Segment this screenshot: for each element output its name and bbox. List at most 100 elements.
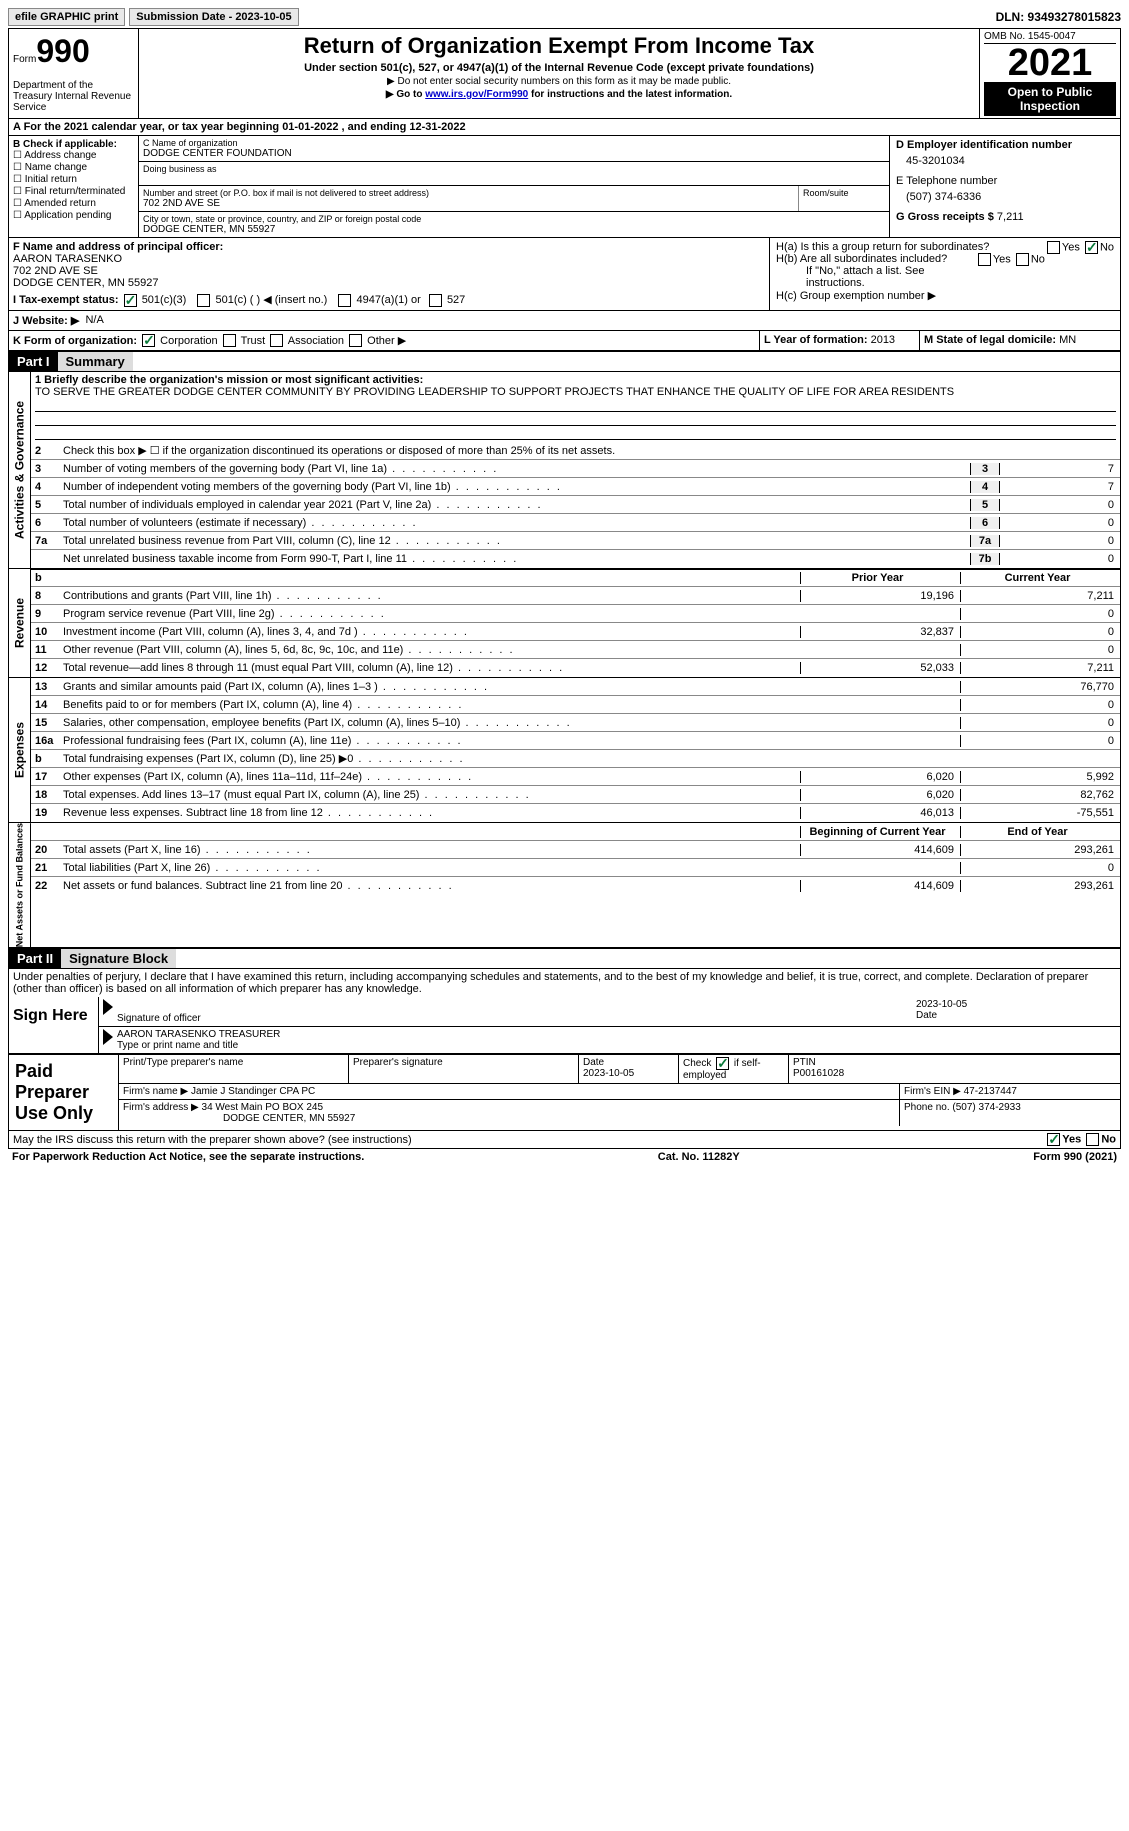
part1-label: Part I	[9, 352, 58, 371]
expenses-content: 13 Grants and similar amounts paid (Part…	[31, 678, 1120, 822]
ldesc: Number of voting members of the governin…	[59, 462, 970, 476]
year-formation: 2013	[871, 334, 895, 346]
form-number: 990	[36, 33, 89, 69]
firm-addr-label: Firm's address ▶	[123, 1102, 199, 1113]
prior-val: 6,020	[800, 789, 960, 801]
lbox: 5	[970, 499, 1000, 511]
hb-no[interactable]	[1016, 253, 1029, 266]
chk-501c3[interactable]	[124, 294, 137, 307]
c-street-block: Number and street (or P.O. box if mail i…	[139, 186, 889, 212]
part1-title: Summary	[58, 352, 133, 371]
current-val: 0	[960, 608, 1120, 620]
discuss-text: May the IRS discuss this return with the…	[13, 1134, 412, 1146]
cat-no: Cat. No. 11282Y	[658, 1151, 740, 1163]
col-k: K Form of organization: Corporation Trus…	[9, 331, 760, 351]
col-b-applicable: B Check if applicable: ☐ Address change …	[9, 136, 139, 237]
vert-netassets: Net Assets or Fund Balances	[9, 823, 31, 947]
chk-pending[interactable]: ☐ Application pending	[13, 210, 134, 221]
section-bcd: B Check if applicable: ☐ Address change …	[8, 136, 1121, 238]
uline1	[35, 398, 1116, 412]
arrow-icon	[103, 999, 113, 1015]
ha-row: H(a) Is this a group return for subordin…	[776, 241, 1114, 253]
discuss-row: May the IRS discuss this return with the…	[8, 1131, 1121, 1149]
officer-name: AARON TARASENKO	[13, 253, 765, 265]
row-j: J Website: ▶ N/A	[8, 311, 1121, 331]
ldesc: Total assets (Part X, line 16)	[59, 843, 800, 857]
line-19: 19 Revenue less expenses. Subtract line …	[31, 804, 1120, 822]
chk-4947[interactable]	[338, 294, 351, 307]
chk-final-return[interactable]: ☐ Final return/terminated	[13, 186, 134, 197]
lnum: 6	[31, 517, 59, 529]
form-footer: Form 990 (2021)	[1033, 1151, 1117, 1163]
c-dba-block: Doing business as	[139, 162, 889, 186]
ldesc: Total number of volunteers (estimate if …	[59, 516, 970, 530]
efile-graphic-button[interactable]: efile GRAPHIC print	[8, 8, 125, 26]
lnum: 21	[31, 862, 59, 874]
c-name-block: C Name of organization DODGE CENTER FOUN…	[139, 136, 889, 162]
prep-date: 2023-10-05	[583, 1068, 634, 1079]
firm-phone-label: Phone no.	[904, 1102, 950, 1113]
ldesc: Total revenue—add lines 8 through 11 (mu…	[59, 661, 800, 675]
discuss-no[interactable]	[1086, 1133, 1099, 1146]
revenue-content: b Prior Year Current Year 8 Contribution…	[31, 569, 1120, 677]
c-room: Room/suite	[799, 186, 889, 211]
officer-addr1: 702 2ND AVE SE	[13, 265, 765, 277]
submission-date: Submission Date - 2023-10-05	[129, 8, 298, 26]
discuss-yes[interactable]	[1047, 1133, 1060, 1146]
m-label: M State of legal domicile:	[924, 334, 1056, 346]
chk-initial-return[interactable]: ☐ Initial return	[13, 174, 134, 185]
sig-officer-row: Signature of officer 2023-10-05Date	[99, 997, 1120, 1027]
line-20: 20 Total assets (Part X, line 16) 414,60…	[31, 841, 1120, 859]
lbox: 3	[970, 463, 1000, 475]
header: Form990 Department of the Treasury Inter…	[8, 28, 1121, 119]
ein-value: 45-3201034	[906, 155, 1114, 167]
vert-revenue: Revenue	[9, 569, 31, 677]
street-value: 702 2ND AVE SE	[143, 198, 794, 209]
hb-note: If "No," attach a list. See instructions…	[776, 265, 1114, 289]
gov-line-4: 4 Number of independent voting members o…	[31, 478, 1120, 496]
rev-header-row: b Prior Year Current Year	[31, 569, 1120, 587]
gov-line-3: 3 Number of voting members of the govern…	[31, 460, 1120, 478]
line-21: 21 Total liabilities (Part X, line 26) 0	[31, 859, 1120, 877]
sig-date: 2023-10-05	[916, 999, 1116, 1010]
current-val: 7,211	[960, 590, 1120, 602]
chk-name-change[interactable]: ☐ Name change	[13, 162, 134, 173]
ha-yes[interactable]	[1047, 241, 1060, 254]
chk-address-change[interactable]: ☐ Address change	[13, 150, 134, 161]
hb-yes[interactable]	[978, 253, 991, 266]
ldesc: Salaries, other compensation, employee b…	[59, 716, 800, 730]
ha-no[interactable]	[1085, 241, 1098, 254]
chk-amended[interactable]: ☐ Amended return	[13, 198, 134, 209]
part2-header: Part IISignature Block	[8, 948, 1121, 969]
chk-trust[interactable]	[223, 334, 236, 347]
ldesc: Program service revenue (Part VIII, line…	[59, 607, 800, 621]
f-label: F Name and address of principal officer:	[13, 241, 223, 253]
current-val: 5,992	[960, 771, 1120, 783]
c-city-block: City or town, state or province, country…	[139, 212, 889, 237]
irs-link[interactable]: www.irs.gov/Form990	[425, 89, 528, 100]
lval: 0	[1000, 553, 1120, 565]
chk-527[interactable]	[429, 294, 442, 307]
gross-label: G Gross receipts $	[896, 211, 994, 223]
firm-name: Jamie J Standinger CPA PC	[191, 1086, 315, 1097]
uline3	[35, 426, 1116, 440]
chk-corp[interactable]	[142, 334, 155, 347]
lnum: b	[31, 753, 59, 765]
chk-501c[interactable]	[197, 294, 210, 307]
vert-activities: Activities & Governance	[9, 372, 31, 568]
activities-content: 1 Briefly describe the organization's mi…	[31, 372, 1120, 568]
chk-self-employed[interactable]	[716, 1057, 729, 1070]
goto-pre: ▶ Go to	[386, 89, 425, 100]
line-15: 15 Salaries, other compensation, employe…	[31, 714, 1120, 732]
row-klm: K Form of organization: Corporation Trus…	[8, 331, 1121, 352]
subtitle-1: Under section 501(c), 527, or 4947(a)(1)…	[147, 62, 971, 74]
room-label: Room/suite	[803, 188, 885, 198]
opt-corp: Corporation	[160, 335, 217, 347]
chk-other[interactable]	[349, 334, 362, 347]
current-val: 0	[960, 862, 1120, 874]
street-label: Number and street (or P.O. box if mail i…	[143, 188, 794, 198]
form-990-page: efile GRAPHIC print Submission Date - 20…	[0, 0, 1129, 1173]
ldesc: Investment income (Part VIII, column (A)…	[59, 625, 800, 639]
chk-assoc[interactable]	[270, 334, 283, 347]
hc-label: H(c) Group exemption number ▶	[776, 289, 1114, 302]
